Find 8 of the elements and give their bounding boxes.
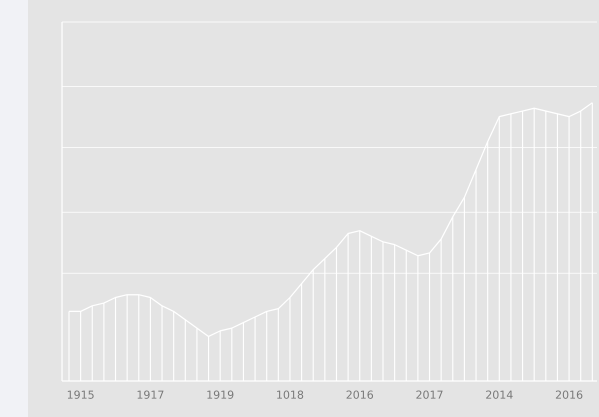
x-tick-label: 2016 — [556, 390, 582, 399]
x-tick-label: 2014 — [486, 390, 513, 399]
x-tick-label: 1919 — [207, 390, 234, 399]
x-tick-label: 1915 — [68, 390, 94, 399]
x-tick-label: 1018 — [277, 390, 304, 399]
x-tick-label: 2016 — [346, 390, 374, 399]
x-tick-label: 1917 — [138, 390, 164, 399]
x-tick-label: 2017 — [416, 390, 443, 399]
